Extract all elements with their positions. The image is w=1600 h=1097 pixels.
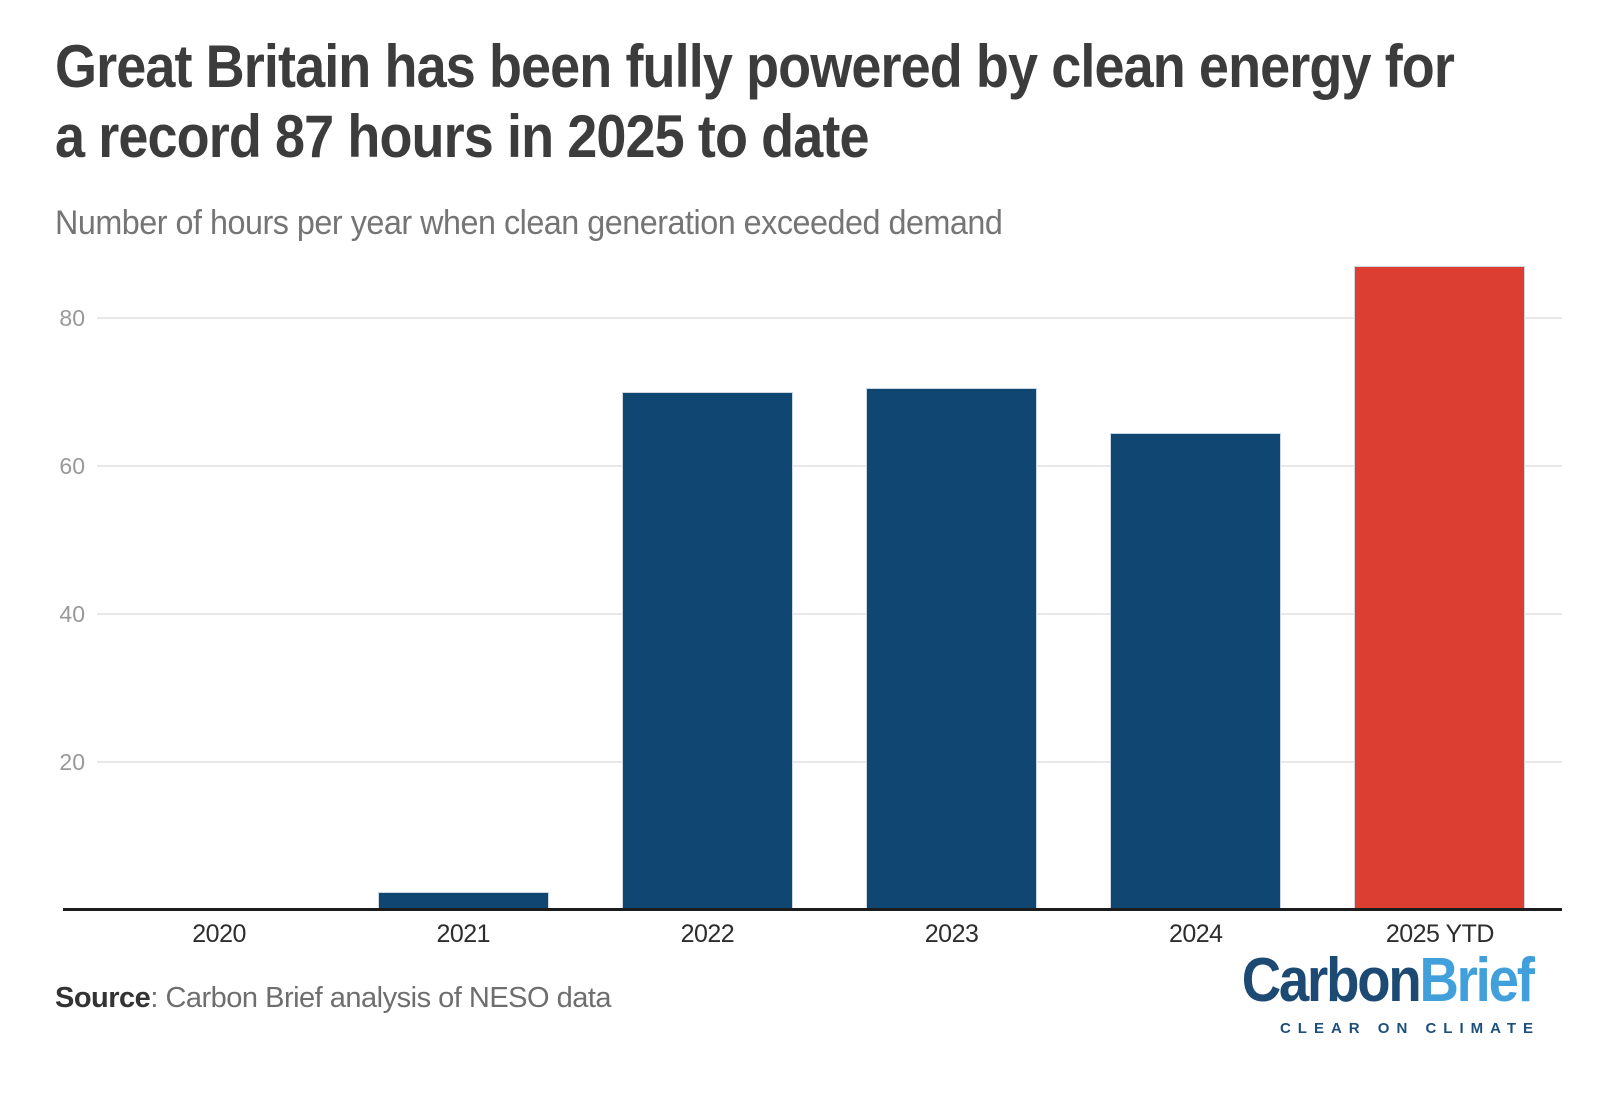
x-tick-label-2025-ytd: 2025 YTD (1385, 920, 1495, 948)
gridline-80 (97, 317, 1562, 319)
carbonbrief-logo: CarbonBrief CLEAR ON CLIMATE (1202, 946, 1536, 1038)
chart-subtitle: Number of hours per year when clean gene… (55, 204, 1003, 242)
x-tick-label-2022: 2022 (680, 920, 735, 948)
source-label: Source (55, 982, 151, 1014)
y-tick-label-60: 60 (59, 453, 85, 479)
gridline-40 (97, 613, 1562, 615)
title-line-1: Great Britain has been fully powered by … (55, 33, 1455, 100)
carbonbrief-wordmark: CarbonBrief (1241, 946, 1536, 1015)
logo-tagline: CLEAR ON CLIMATE (1279, 1020, 1540, 1037)
x-tick-label-2021: 2021 (436, 920, 491, 948)
gridline-60 (97, 465, 1562, 467)
source-line: Source: Carbon Brief analysis of NESO da… (55, 982, 612, 1015)
page-title: Great Britain has been fully powered by … (55, 32, 1455, 172)
bar-2022 (621, 392, 793, 910)
x-tick-label-2024: 2024 (1168, 920, 1223, 948)
y-tick-label-80: 80 (59, 305, 85, 331)
x-tick-label-2023: 2023 (924, 920, 979, 948)
bar-2025-ytd (1354, 266, 1526, 910)
title-line-2: a record 87 hours in 2025 to date (55, 103, 870, 170)
x-tick-label-2020: 2020 (192, 920, 246, 948)
bar-2023 (866, 388, 1038, 910)
logo-brief-text: Brief (1419, 946, 1536, 1015)
x-axis-line (63, 908, 1562, 911)
logo-carbon-text: Carbon (1241, 946, 1422, 1015)
source-text: : Carbon Brief analysis of NESO data (150, 982, 612, 1014)
bar-2024 (1110, 432, 1282, 910)
y-tick-label-40: 40 (59, 601, 85, 627)
gridline-20 (97, 761, 1562, 763)
y-tick-label-20: 20 (59, 749, 85, 775)
